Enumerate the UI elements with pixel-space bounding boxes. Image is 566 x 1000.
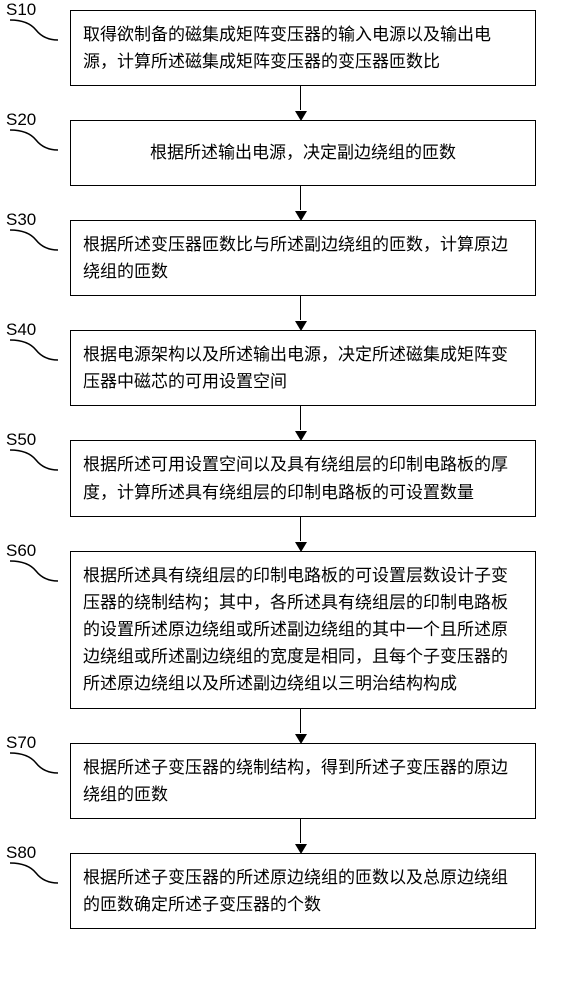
callout-icon — [8, 448, 58, 478]
step-row: S40 根据电源架构以及所述输出电源，决定所述磁集成矩阵变压器中磁芯的可用设置空… — [0, 330, 566, 406]
step-label: S60 — [6, 541, 36, 561]
step-label: S20 — [6, 110, 36, 130]
step-row: S30 根据所述变压器匝数比与所述副边绕组的匝数，计算原边绕组的匝数 — [0, 220, 566, 296]
step-label: S10 — [6, 0, 36, 20]
step-row: S10 取得欲制备的磁集成矩阵变压器的输入电源以及输出电源，计算所述磁集成矩阵变… — [0, 10, 566, 86]
step-row: S20 根据所述输出电源，决定副边绕组的匝数 — [0, 120, 566, 185]
step-label: S70 — [6, 733, 36, 753]
callout-icon — [8, 338, 58, 368]
step-box-s20: 根据所述输出电源，决定副边绕组的匝数 — [70, 120, 536, 185]
step-box-col: 根据所述具有绕组层的印制电路板的可设置层数设计子变压器的绕制结构；其中，各所述具… — [70, 551, 566, 709]
step-box-col: 根据所述可用设置空间以及具有绕组层的印制电路板的厚度，计算所述具有绕组层的印制电… — [70, 440, 566, 516]
callout-icon — [8, 128, 58, 158]
step-box-s10: 取得欲制备的磁集成矩阵变压器的输入电源以及输出电源，计算所述磁集成矩阵变压器的变… — [70, 10, 536, 86]
step-label: S30 — [6, 210, 36, 230]
step-row: S70 根据所述子变压器的绕制结构，得到所述子变压器的原边绕组的匝数 — [0, 743, 566, 819]
step-row: S60 根据所述具有绕组层的印制电路板的可设置层数设计子变压器的绕制结构；其中，… — [0, 551, 566, 709]
flowchart-diagram: S10 取得欲制备的磁集成矩阵变压器的输入电源以及输出电源，计算所述磁集成矩阵变… — [0, 0, 566, 1000]
step-box-col: 取得欲制备的磁集成矩阵变压器的输入电源以及输出电源，计算所述磁集成矩阵变压器的变… — [70, 10, 566, 86]
arrow — [0, 406, 566, 440]
arrow — [0, 86, 566, 120]
callout-icon — [8, 559, 58, 589]
step-box-col: 根据所述子变压器的绕制结构，得到所述子变压器的原边绕组的匝数 — [70, 743, 566, 819]
step-box-s80: 根据所述子变压器的所述原边绕组的匝数以及总原边绕组的匝数确定所述子变压器的个数 — [70, 853, 536, 929]
callout-icon — [8, 18, 58, 48]
callout-icon — [8, 861, 58, 891]
arrow — [0, 186, 566, 220]
step-box-col: 根据所述输出电源，决定副边绕组的匝数 — [70, 120, 566, 185]
step-box-col: 根据电源架构以及所述输出电源，决定所述磁集成矩阵变压器中磁芯的可用设置空间 — [70, 330, 566, 406]
step-box-col: 根据所述变压器匝数比与所述副边绕组的匝数，计算原边绕组的匝数 — [70, 220, 566, 296]
step-row: S80 根据所述子变压器的所述原边绕组的匝数以及总原边绕组的匝数确定所述子变压器… — [0, 853, 566, 929]
step-box-s30: 根据所述变压器匝数比与所述副边绕组的匝数，计算原边绕组的匝数 — [70, 220, 536, 296]
arrow — [0, 517, 566, 551]
step-label: S80 — [6, 843, 36, 863]
step-box-col: 根据所述子变压器的所述原边绕组的匝数以及总原边绕组的匝数确定所述子变压器的个数 — [70, 853, 566, 929]
step-row: S50 根据所述可用设置空间以及具有绕组层的印制电路板的厚度，计算所述具有绕组层… — [0, 440, 566, 516]
step-label: S50 — [6, 430, 36, 450]
callout-icon — [8, 751, 58, 781]
step-box-s40: 根据电源架构以及所述输出电源，决定所述磁集成矩阵变压器中磁芯的可用设置空间 — [70, 330, 536, 406]
step-box-s50: 根据所述可用设置空间以及具有绕组层的印制电路板的厚度，计算所述具有绕组层的印制电… — [70, 440, 536, 516]
arrow — [0, 709, 566, 743]
arrow — [0, 819, 566, 853]
step-box-s60: 根据所述具有绕组层的印制电路板的可设置层数设计子变压器的绕制结构；其中，各所述具… — [70, 551, 536, 709]
callout-icon — [8, 228, 58, 258]
step-label: S40 — [6, 320, 36, 340]
arrow — [0, 296, 566, 330]
step-box-s70: 根据所述子变压器的绕制结构，得到所述子变压器的原边绕组的匝数 — [70, 743, 536, 819]
